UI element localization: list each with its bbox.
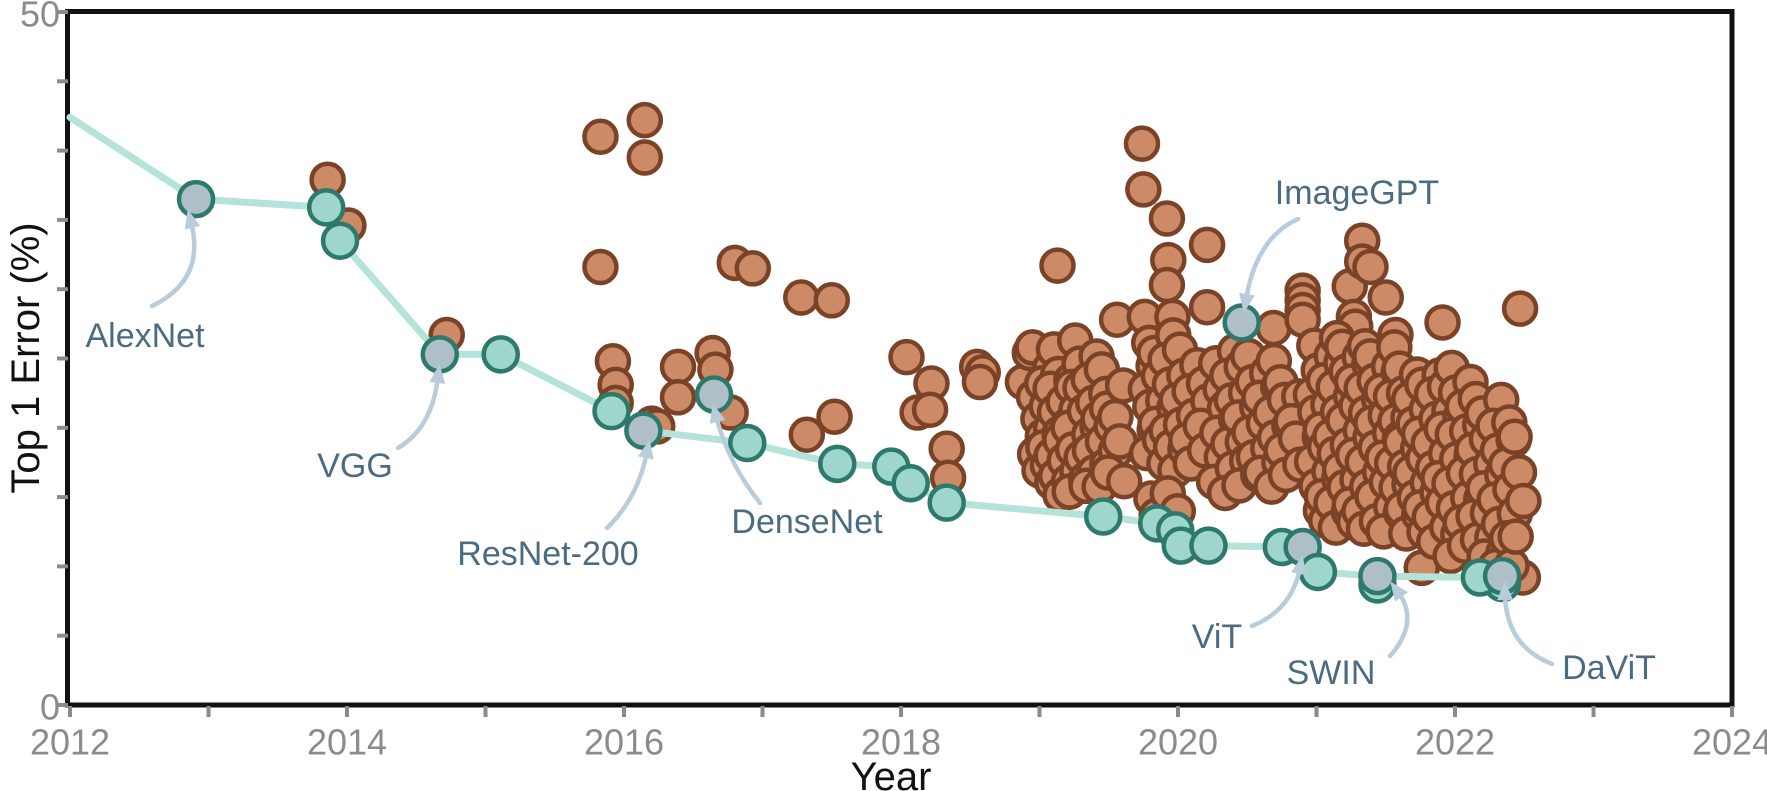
frontier-marker: [891, 463, 930, 503]
x-tick-label: 2024: [1692, 722, 1767, 763]
frontier-marker: [481, 335, 520, 374]
scatter-point: [734, 250, 772, 287]
annotation-arrow: [1502, 591, 1555, 667]
scatter-point: [1123, 125, 1161, 162]
annotation-arrowhead: [1239, 292, 1255, 313]
annotation-arrowhead: [1497, 581, 1514, 601]
frontier-marker: [592, 391, 631, 431]
frontier-marker: [818, 444, 857, 484]
scatter-point: [1188, 288, 1226, 326]
model-marker-imagegpt: [1222, 303, 1261, 342]
model-label-swin: SWIN: [1287, 654, 1376, 692]
scatter-point: [961, 363, 999, 401]
scatter-point: [582, 248, 619, 286]
scatter-point: [1501, 290, 1539, 327]
scatter-point: [783, 279, 820, 316]
annotation-arrowhead: [1390, 581, 1408, 602]
scatter-point: [888, 338, 925, 376]
y-tick-label: 50: [20, 0, 60, 35]
scatter-point: [1496, 418, 1533, 455]
model-marker-swin: [1358, 556, 1397, 596]
scatter-point: [911, 391, 949, 429]
y-tick-label: 0: [40, 687, 60, 728]
frontier-marker: [306, 188, 346, 227]
scatter-point: [1148, 200, 1186, 237]
model-marker-alexnet: [176, 179, 216, 219]
scatter-point: [582, 118, 619, 155]
x-tick-label: 2020: [1138, 722, 1218, 763]
model-label-davit: DaViT: [1562, 649, 1656, 687]
scatter-point: [1148, 266, 1186, 304]
scatter-point: [659, 379, 697, 416]
annotation-arrow: [604, 449, 650, 531]
y-axis-title: Top 1 Error (%): [4, 222, 48, 493]
scatter-point: [1367, 279, 1404, 316]
annotation-arrow: [1243, 216, 1301, 303]
x-tick-label: 2018: [861, 722, 941, 763]
annotation-arrow: [149, 219, 197, 309]
annotation-arrowhead: [709, 403, 726, 424]
scatter-point: [1497, 518, 1534, 555]
model-label-alexnet: AlexNet: [85, 317, 205, 355]
annotation-arrowhead: [637, 439, 654, 460]
model-label-imagegpt: ImageGPT: [1275, 174, 1439, 212]
x-tick-label: 2012: [30, 722, 110, 763]
scatter-point: [816, 398, 853, 435]
scatter-point: [1352, 248, 1389, 286]
annotation-arrow: [1387, 589, 1410, 659]
scatter-point: [1105, 462, 1143, 500]
frontier-marker: [320, 221, 360, 260]
annotation-arrow: [1249, 565, 1303, 629]
annotation-arrowhead: [184, 209, 201, 230]
scatter-point: [626, 101, 664, 139]
scatter-point: [788, 416, 826, 453]
model-label-vit: ViT: [1192, 618, 1242, 656]
scatter-point: [1039, 247, 1076, 284]
annotation-arrow: [395, 374, 441, 451]
frontier-marker: [728, 423, 767, 463]
model-label-densenet: DenseNet: [731, 503, 883, 541]
x-axis-title: Year: [851, 755, 932, 791]
scatter-point: [1505, 482, 1542, 520]
annotation-arrowhead: [429, 364, 446, 384]
scatter-point: [1424, 304, 1461, 341]
model-label-resnet-200: ResNet-200: [457, 535, 638, 573]
scatter-point: [813, 282, 850, 319]
frontier-marker: [1189, 526, 1228, 565]
scatter-point: [659, 348, 697, 386]
model-marker-resnet-200: [624, 411, 663, 450]
annotation-arrowhead: [1291, 555, 1307, 576]
scatter-point: [626, 139, 664, 176]
x-tick-label: 2014: [307, 722, 387, 763]
scatter-point: [1188, 226, 1226, 264]
annotation-arrow: [713, 413, 763, 506]
model-label-vgg: VGG: [317, 447, 393, 485]
x-tick-label: 2016: [584, 722, 664, 763]
scatter-point: [1125, 171, 1162, 208]
frontier-marker: [927, 483, 966, 522]
frontier-marker: [1083, 497, 1123, 536]
x-tick-label: 2022: [1415, 722, 1495, 763]
